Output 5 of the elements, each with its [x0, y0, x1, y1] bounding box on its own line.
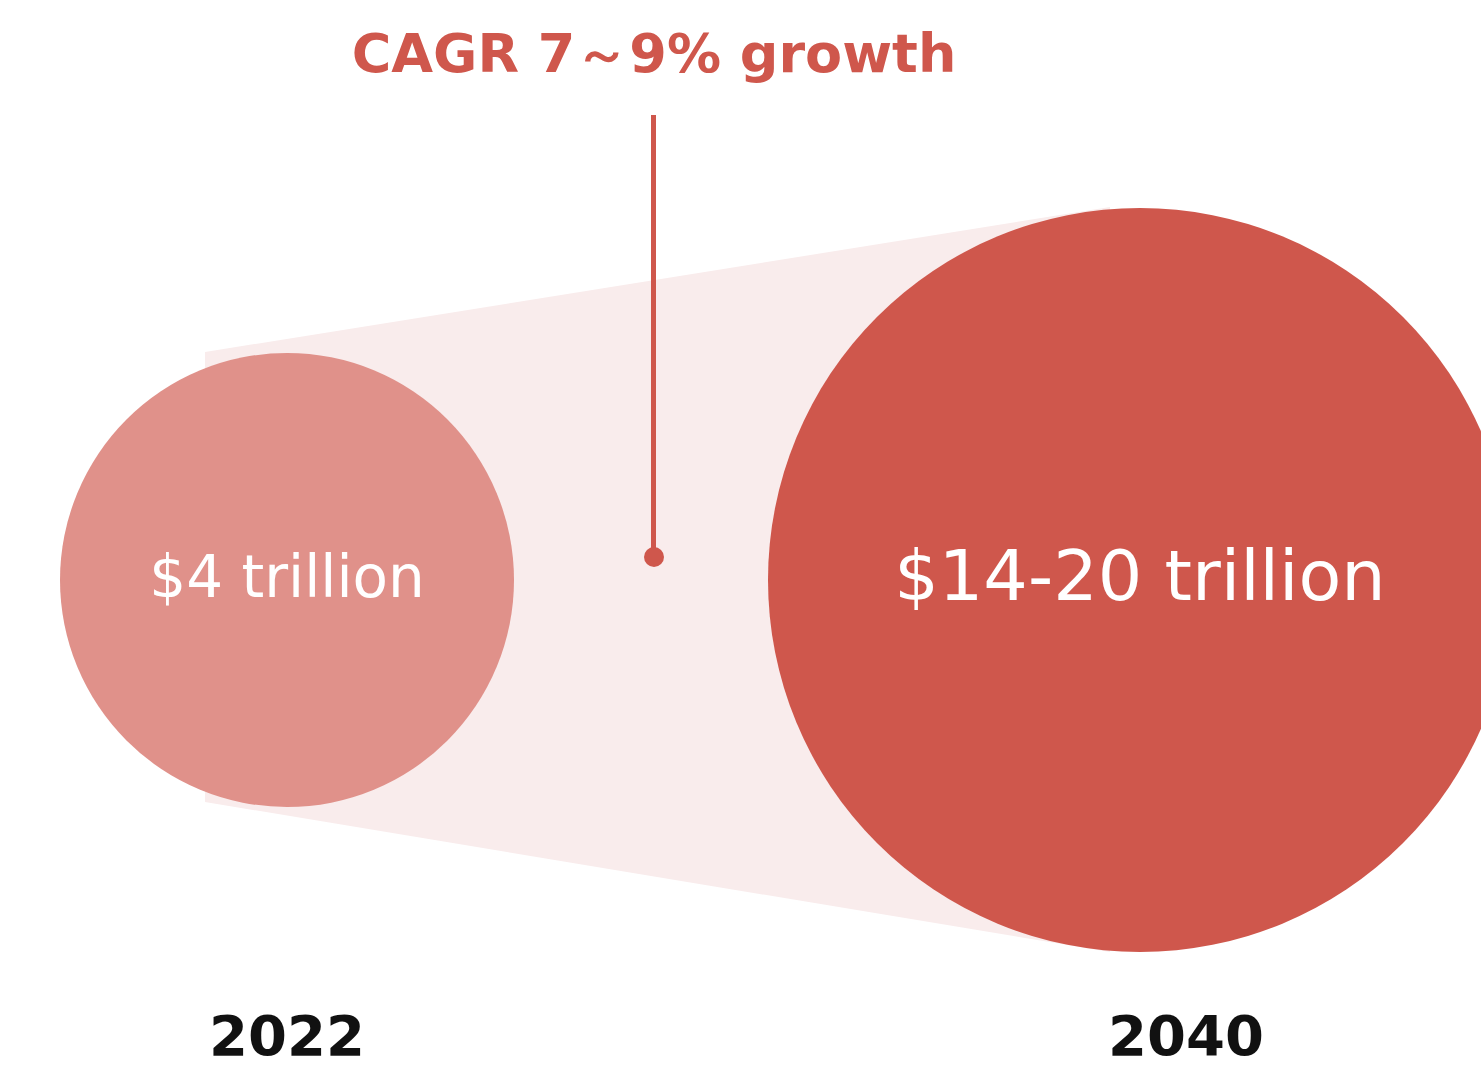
- category-label: 2040: [1108, 1002, 1264, 1066]
- category-label: 2022: [209, 1002, 365, 1066]
- data-label: $4 trillion: [149, 543, 425, 612]
- text: CAGR 7～9% growth: [350, 21, 958, 87]
- data-label: $14-20 trillion: [894, 535, 1386, 618]
